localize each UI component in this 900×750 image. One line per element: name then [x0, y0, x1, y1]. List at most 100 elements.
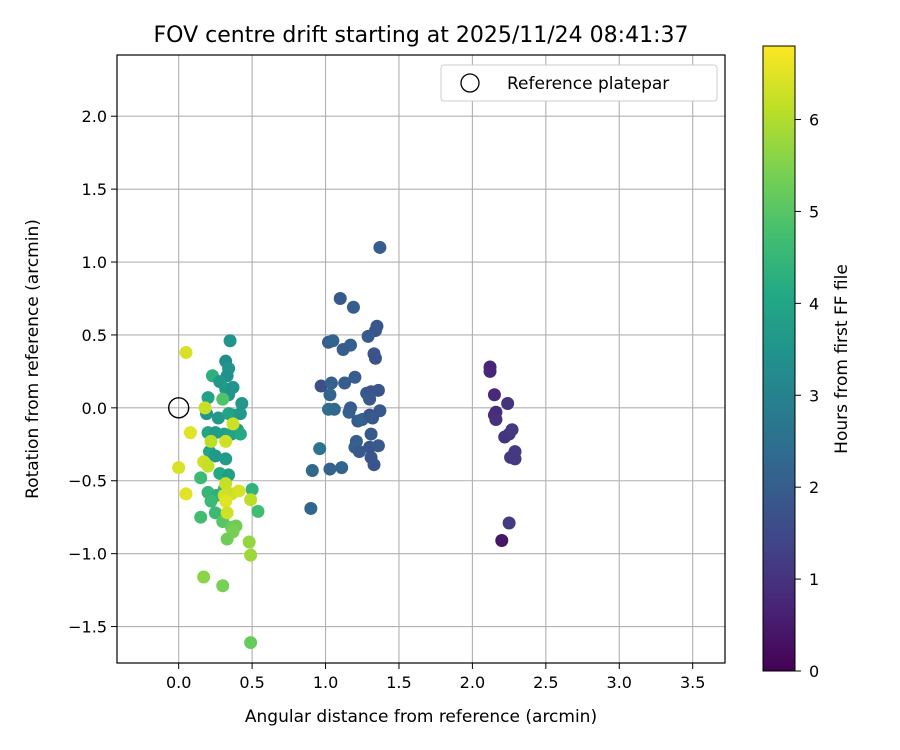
- data-point: [314, 379, 328, 393]
- legend-reference-marker: [460, 73, 480, 93]
- data-point: [505, 423, 519, 437]
- grid: [117, 55, 725, 663]
- data-point: [327, 402, 341, 416]
- data-point: [483, 364, 497, 378]
- data-point: [208, 449, 222, 463]
- data-point: [233, 407, 247, 421]
- y-tick-label: 0.5: [82, 326, 107, 345]
- colorbar-ticks: 0 1 2 3 4 5 6: [795, 111, 819, 681]
- legend-label: Reference platepar: [507, 74, 669, 94]
- y-axis-label: Rotation from reference (arcmin): [23, 219, 43, 499]
- colorbar-tick-label: 6: [809, 111, 819, 130]
- data-point: [313, 442, 327, 456]
- data-point: [201, 459, 215, 473]
- scatter-points: [172, 240, 522, 650]
- data-point: [211, 411, 225, 425]
- colorbar-gradient: [762, 45, 796, 672]
- reference-platepar-marker: [167, 397, 190, 419]
- data-point: [194, 510, 208, 524]
- data-point: [323, 462, 337, 476]
- data-point: [198, 401, 212, 415]
- data-point: [368, 351, 382, 365]
- y-tick-label: −1.0: [68, 545, 107, 564]
- data-point: [489, 413, 503, 427]
- data-point: [487, 388, 501, 402]
- data-point: [333, 291, 347, 305]
- plot-frame: [116, 54, 726, 664]
- data-point: [219, 477, 233, 491]
- reference-marker-layer: [167, 397, 190, 419]
- data-point: [508, 445, 522, 459]
- chart-title: FOV centre drift starting at 2025/11/24 …: [154, 23, 689, 48]
- x-tick-label: 3.0: [607, 673, 632, 692]
- data-point: [204, 494, 218, 508]
- data-point: [216, 579, 230, 593]
- x-tick-label: 1.5: [386, 673, 411, 692]
- data-point: [197, 570, 211, 584]
- colorbar-label: Hours from first FF file: [832, 264, 852, 454]
- data-point: [220, 532, 234, 546]
- data-point: [235, 396, 249, 410]
- x-tick-label: 2.0: [460, 673, 485, 692]
- y-axis-ticks: −1.5 −1.0 −0.5 0.0 0.5 1.0 1.5 2.0: [68, 107, 117, 637]
- y-tick-label: 2.0: [82, 107, 107, 126]
- data-point: [172, 461, 186, 475]
- y-tick-label: 0.0: [82, 399, 107, 418]
- data-point: [232, 484, 246, 498]
- colorbar-tick-label: 5: [809, 202, 819, 221]
- data-point: [338, 376, 352, 390]
- colorbar-tick-label: 2: [809, 478, 819, 497]
- data-point: [323, 388, 337, 402]
- data-point: [244, 548, 258, 562]
- data-point: [245, 482, 259, 496]
- data-point: [304, 501, 318, 515]
- colorbar-tick-label: 4: [809, 294, 819, 313]
- data-point: [326, 334, 340, 348]
- data-point: [366, 411, 380, 425]
- data-point: [305, 464, 319, 478]
- data-point: [219, 494, 233, 508]
- legend-box: [440, 64, 718, 102]
- data-point: [219, 452, 233, 466]
- data-point: [244, 493, 258, 507]
- data-point: [348, 370, 362, 384]
- data-point: [216, 392, 230, 406]
- x-tick-label: 1.0: [313, 673, 338, 692]
- data-point: [223, 334, 237, 348]
- x-axis-label: Angular distance from reference (arcmin): [245, 707, 597, 727]
- y-tick-label: 1.5: [82, 180, 107, 199]
- data-point: [220, 506, 234, 520]
- data-point: [335, 461, 349, 475]
- data-point: [352, 445, 366, 459]
- data-point: [179, 487, 193, 501]
- data-point: [244, 636, 258, 650]
- data-point: [361, 329, 375, 343]
- colorbar: 0 1 2 3 4 5 6 Hours from first FF file: [762, 45, 852, 681]
- colorbar-tick-label: 1: [809, 570, 819, 589]
- y-tick-label: 1.0: [82, 253, 107, 272]
- data-point: [502, 516, 516, 530]
- data-point: [371, 439, 385, 453]
- x-tick-label: 0.5: [239, 673, 264, 692]
- data-point: [373, 240, 387, 254]
- data-point: [194, 471, 208, 485]
- colorbar-tick-label: 0: [809, 662, 819, 681]
- data-point: [495, 534, 509, 548]
- data-point: [367, 458, 381, 472]
- data-point: [251, 504, 265, 518]
- data-point: [208, 506, 222, 520]
- data-point: [226, 417, 240, 431]
- data-point: [233, 427, 247, 441]
- data-point: [363, 392, 377, 406]
- legend: Reference platepar: [440, 64, 718, 102]
- colorbar-tick-label: 3: [809, 386, 819, 405]
- data-point: [336, 343, 350, 357]
- data-point: [501, 396, 515, 410]
- data-point: [346, 300, 360, 314]
- data-point: [324, 376, 338, 390]
- data-point: [242, 535, 256, 549]
- x-tick-label: 0.0: [166, 673, 191, 692]
- x-tick-label: 3.5: [680, 673, 705, 692]
